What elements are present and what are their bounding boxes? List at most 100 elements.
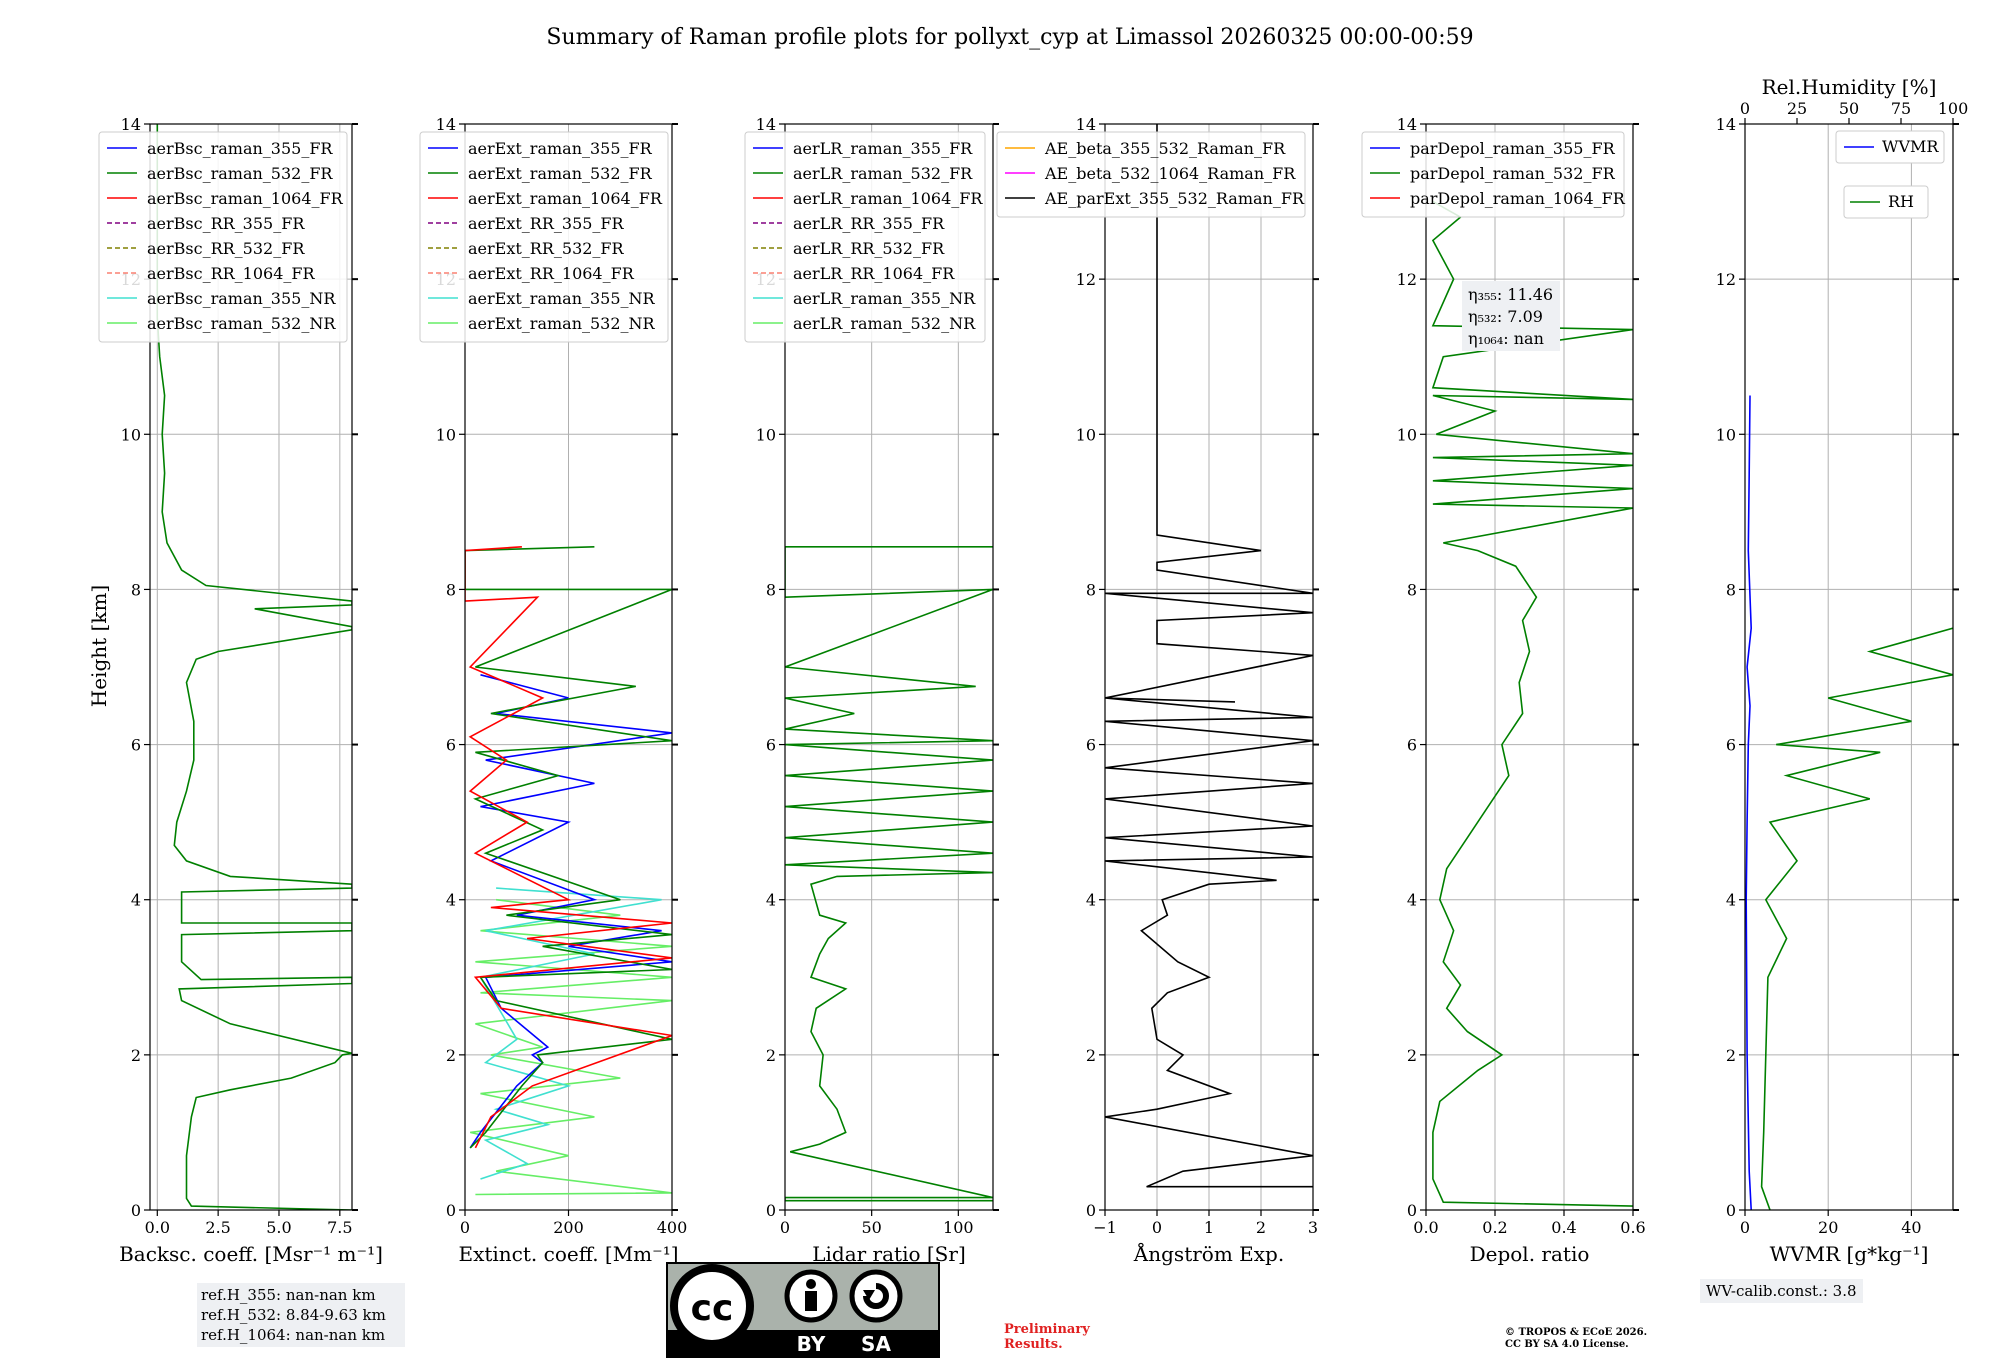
top-x-tick-label: 100 xyxy=(1938,99,1969,118)
plot-frame xyxy=(1425,123,1634,1211)
y-tick-label: 8 xyxy=(131,580,141,599)
y-tick-label: 4 xyxy=(446,891,456,910)
y-tick-label: 14 xyxy=(756,115,776,134)
x-tick-label: 0.0 xyxy=(1413,1218,1438,1237)
x-tick-label: 2.5 xyxy=(205,1218,230,1237)
legend-label: aerBsc_RR_1064_FR xyxy=(147,264,316,283)
y-tick-label: 6 xyxy=(1086,736,1096,755)
y-tick-label: 4 xyxy=(131,891,141,910)
y-axis-label: Height [km] xyxy=(87,585,111,707)
legend-label: aerLR_raman_1064_FR xyxy=(793,189,983,208)
x-tick-label: 40 xyxy=(1901,1218,1921,1237)
y-tick-label: 4 xyxy=(1086,891,1096,910)
legend-label: aerExt_raman_1064_FR xyxy=(468,189,663,208)
series-aerExt_raman_1064_FR xyxy=(465,546,672,1149)
eta-label: η₁₀₆₄: nan xyxy=(1468,329,1544,348)
panel-ext: 024681012140200400Extinct. coeff. [Mm⁻¹]… xyxy=(419,115,687,1266)
cc-by-label: BY xyxy=(797,1332,826,1356)
y-tick-label: 8 xyxy=(446,580,456,599)
y-tick-label: 8 xyxy=(766,580,776,599)
reference-height-box: ref.H_355: nan-nan km ref.H_532: 8.84-9.… xyxy=(197,1283,405,1347)
y-tick-label: 14 xyxy=(121,115,141,134)
legend-label: AE_beta_532_1064_Raman_FR xyxy=(1044,164,1296,183)
legend-label: aerLR_raman_532_FR xyxy=(793,164,973,183)
y-tick-label: 6 xyxy=(446,736,456,755)
preliminary-results-note: Preliminary Results. xyxy=(1004,1322,1090,1352)
y-tick-label: 12 xyxy=(1397,270,1417,289)
top-x-tick-label: 75 xyxy=(1891,99,1911,118)
legend-label: parDepol_raman_1064_FR xyxy=(1410,189,1626,208)
legend-label: aerLR_raman_532_NR xyxy=(793,314,976,333)
ref-h-1064: ref.H_1064: nan-nan km xyxy=(201,1326,386,1344)
y-tick-label: 6 xyxy=(1726,736,1736,755)
x-tick-label: 0 xyxy=(1152,1218,1162,1237)
ref-h-355: ref.H_355: nan-nan km xyxy=(201,1286,376,1304)
legend-box xyxy=(744,131,986,343)
y-tick-label: 8 xyxy=(1407,580,1417,599)
wv-calib-constant: WV-calib.const.: 3.8 xyxy=(1700,1279,1863,1303)
preliminary-line-1: Preliminary xyxy=(1004,1322,1090,1337)
y-tick-label: 12 xyxy=(1076,270,1096,289)
cc-sa-label: SA xyxy=(861,1332,891,1356)
y-tick-label: 2 xyxy=(1407,1046,1417,1065)
legend-box xyxy=(1835,130,1945,164)
legend-label: aerBsc_raman_1064_FR xyxy=(147,189,344,208)
y-tick-label: 6 xyxy=(131,736,141,755)
y-tick-label: 14 xyxy=(1076,115,1096,134)
legend-label: RH xyxy=(1888,192,1914,211)
legend-label: aerBsc_raman_355_NR xyxy=(147,289,336,308)
legend-label: aerBsc_raman_532_NR xyxy=(147,314,336,333)
legend-label: aerBsc_raman_532_FR xyxy=(147,164,333,183)
y-tick-label: 2 xyxy=(446,1046,456,1065)
y-tick-label: 2 xyxy=(1726,1046,1736,1065)
panel-lr: 02468101214050100Lidar ratio [Sr]aerLR_r… xyxy=(744,115,999,1266)
series-aerExt_raman_355_NR xyxy=(479,887,662,1180)
legend-label: aerExt_RR_355_FR xyxy=(468,214,625,233)
y-tick-label: 10 xyxy=(1397,425,1417,444)
series-aerExt_raman_355_FR xyxy=(469,674,672,1149)
y-tick-label: 4 xyxy=(1726,891,1736,910)
series-aerExt_raman_532_FR xyxy=(465,546,672,1149)
legend-label: aerLR_RR_355_FR xyxy=(793,214,945,233)
legend-box xyxy=(1843,185,1929,219)
legend-label: AE_beta_355_532_Raman_FR xyxy=(1044,139,1286,158)
y-tick-label: 10 xyxy=(436,425,456,444)
series-AE_parExt_355_532_Raman_FR xyxy=(1105,124,1313,1188)
series-aerLR_raman_532_FR xyxy=(785,546,993,1202)
x-tick-label: 7.5 xyxy=(327,1218,352,1237)
x-tick-label: 0.0 xyxy=(145,1218,170,1237)
y-tick-label: 0 xyxy=(446,1201,456,1220)
legend-label: aerBsc_RR_532_FR xyxy=(147,239,305,258)
x-tick-label: 200 xyxy=(553,1218,584,1237)
series-aerBsc_raman_532_FR xyxy=(156,124,352,1210)
x-tick-label: 100 xyxy=(943,1218,974,1237)
legend-label: aerLR_RR_532_FR xyxy=(793,239,945,258)
copyright-note: © TROPOS & ECoE 2026. CC BY SA 4.0 Licen… xyxy=(1505,1327,1647,1351)
legend-box xyxy=(419,131,669,343)
legend-label: aerLR_raman_355_NR xyxy=(793,289,976,308)
x-tick-label: 0.6 xyxy=(1620,1218,1645,1237)
y-tick-label: 8 xyxy=(1726,580,1736,599)
top-x-tick-label: 0 xyxy=(1740,99,1750,118)
y-tick-label: 0 xyxy=(1407,1201,1417,1220)
legend-label: aerExt_raman_532_NR xyxy=(468,314,656,333)
x-tick-label: 3 xyxy=(1308,1218,1318,1237)
y-tick-label: 14 xyxy=(1716,115,1736,134)
plot-frame xyxy=(1744,123,1954,1211)
y-tick-label: 14 xyxy=(1397,115,1417,134)
legend-box xyxy=(1361,131,1625,218)
series-WVMR xyxy=(1745,395,1753,1210)
legend-label: parDepol_raman_355_FR xyxy=(1410,139,1616,158)
x-tick-label: 0.2 xyxy=(1482,1218,1507,1237)
y-tick-label: 2 xyxy=(1086,1046,1096,1065)
y-tick-label: 14 xyxy=(436,115,456,134)
legend-label: aerExt_RR_532_FR xyxy=(468,239,625,258)
x-axis-label: Depol. ratio xyxy=(1470,1242,1590,1266)
series-parDepol_raman_532_FR xyxy=(1431,200,1633,1207)
copyright-line-1: © TROPOS & ECoE 2026. xyxy=(1505,1327,1648,1338)
legend-label: WVMR xyxy=(1882,137,1939,156)
x-axis-label: WVMR [g*kg⁻¹] xyxy=(1770,1242,1929,1266)
eta-box xyxy=(1462,281,1560,351)
